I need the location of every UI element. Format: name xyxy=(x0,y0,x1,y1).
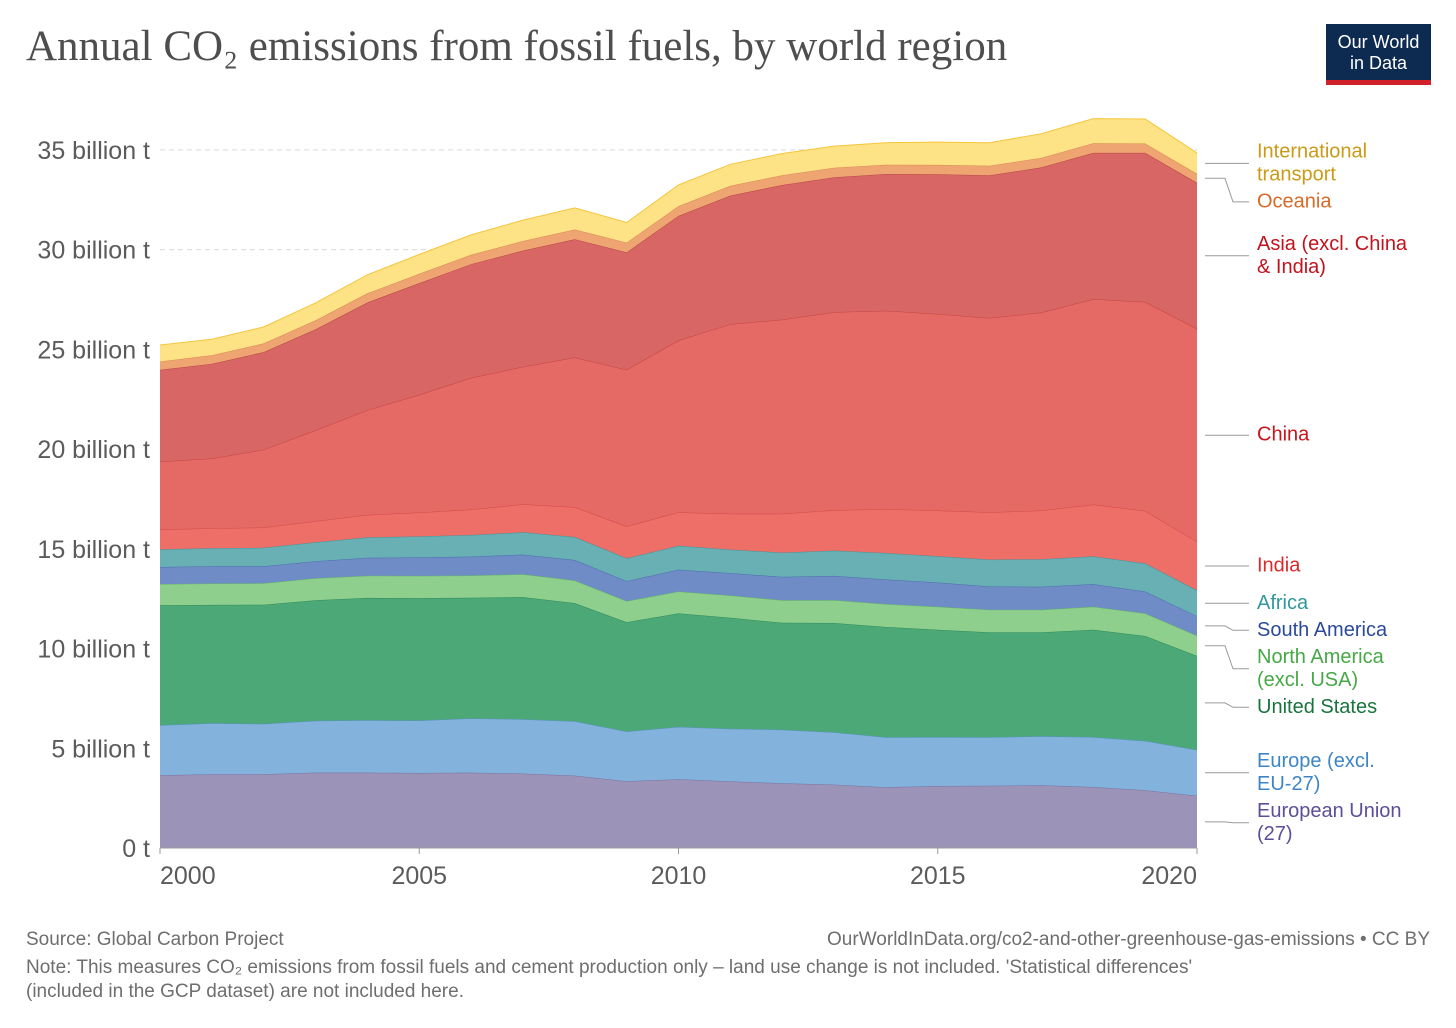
legend-connector xyxy=(1205,702,1249,708)
area-series xyxy=(159,118,1198,848)
x-tick-label: 2010 xyxy=(651,862,707,890)
x-tick-label: 2015 xyxy=(910,862,966,890)
area-european-union-27-[interactable] xyxy=(160,772,1197,848)
area-top-line xyxy=(159,118,1198,346)
x-tick-label: 2020 xyxy=(1141,862,1197,890)
area-international-transport[interactable] xyxy=(160,118,1197,362)
chart-title: Annual CO₂ emissions from fossil fuels, … xyxy=(26,23,1008,70)
legend-label[interactable]: (27) xyxy=(1257,823,1293,845)
source-url-link[interactable]: OurWorldInData.org/co2-and-other-greenho… xyxy=(827,929,1430,950)
legend-label[interactable]: United States xyxy=(1257,696,1377,718)
y-tick-label: 35 billion t xyxy=(37,137,150,165)
note-line-1: Note: This measures CO₂ emissions from f… xyxy=(26,957,1193,978)
area-africa[interactable] xyxy=(160,532,1197,617)
area-united-states[interactable] xyxy=(160,597,1197,750)
legend-label[interactable]: Asia (excl. China xyxy=(1257,233,1408,255)
legend-label[interactable]: Europe (excl. xyxy=(1257,750,1375,772)
legend-connector xyxy=(1205,645,1249,670)
legend-label[interactable]: North America xyxy=(1257,646,1385,668)
y-tick-label: 20 billion t xyxy=(37,436,150,464)
area-south-america[interactable] xyxy=(160,554,1197,636)
y-tick-label: 15 billion t xyxy=(37,536,150,564)
y-tick-label: 0 t xyxy=(122,835,150,863)
legend-label[interactable]: transport xyxy=(1257,163,1336,185)
area-india[interactable] xyxy=(160,504,1197,591)
logo-line-1: Our World xyxy=(1337,32,1420,52)
legend-connector xyxy=(1205,177,1249,203)
legend-label[interactable]: South America xyxy=(1257,619,1388,641)
y-tick-label: 30 billion t xyxy=(37,237,150,265)
owid-logo[interactable]: Our World in Data xyxy=(1326,24,1431,85)
y-tick-label: 25 billion t xyxy=(37,336,150,364)
legend-label[interactable]: Africa xyxy=(1257,592,1309,614)
legend-label[interactable]: European Union xyxy=(1257,800,1402,822)
area-china[interactable] xyxy=(160,299,1197,542)
area-asia-excl-china-india-[interactable] xyxy=(160,152,1197,462)
chart-note: Note: This measures CO₂ emissions from f… xyxy=(26,956,1426,1004)
area-europe-excl-eu-27-[interactable] xyxy=(160,718,1197,796)
area-north-america-excl-usa-[interactable] xyxy=(160,574,1197,656)
logo-line-2: in Data xyxy=(1349,53,1408,73)
area-oceania[interactable] xyxy=(160,143,1197,370)
legend-label[interactable]: India xyxy=(1257,554,1301,576)
legend-label[interactable]: International xyxy=(1257,140,1367,162)
source-text: Source: Global Carbon Project xyxy=(26,929,284,950)
legend-label[interactable]: China xyxy=(1257,424,1310,446)
legend-connector xyxy=(1205,625,1249,631)
note-line-2: (included in the GCP dataset) are not in… xyxy=(26,981,464,1002)
legend-label[interactable]: & India) xyxy=(1257,256,1326,278)
x-tick-label: 2000 xyxy=(160,862,216,890)
legend-label[interactable]: EU-27) xyxy=(1257,773,1320,795)
legend-label[interactable]: Oceania xyxy=(1257,190,1332,212)
y-tick-label: 10 billion t xyxy=(37,636,150,664)
axes: 0 t 5 billion t 10 billion t 15 billion t 20… xyxy=(37,137,1198,890)
y-tick-label: 5 billion t xyxy=(51,735,150,763)
x-tick-label: 2005 xyxy=(391,862,447,890)
legend-connector xyxy=(1205,821,1249,824)
legend-label[interactable]: (excl. USA) xyxy=(1257,669,1358,691)
